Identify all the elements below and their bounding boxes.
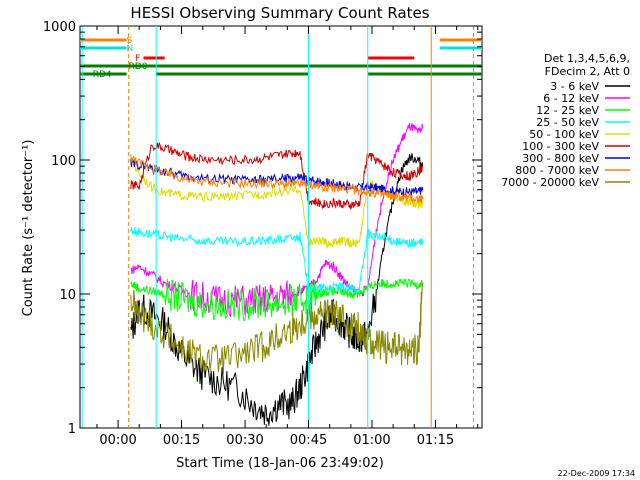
y-tick-label: 100 xyxy=(51,154,76,169)
legend-label: 3 - 6 keV xyxy=(550,80,599,93)
legend-label: 12 - 25 keV xyxy=(536,104,599,117)
x-axis-label: Start Time (18-Jan-06 23:49:02) xyxy=(176,456,384,471)
legend-label: 7000 - 20000 keV xyxy=(501,176,599,189)
legend-label: 50 - 100 keV xyxy=(529,128,599,141)
y-axis-label: Count Rate (s⁻¹ detector⁻¹) xyxy=(21,140,36,317)
legend-header: FDecim 2, Att 0 xyxy=(545,65,630,78)
legend-header: Det 1,3,4,5,6,9, xyxy=(544,52,630,65)
chart-title: HESSI Observing Summary Count Rates xyxy=(130,4,429,22)
x-tick-label: 01:15 xyxy=(417,433,454,448)
legend: Det 1,3,4,5,6,9,FDecim 2, Att 0 3 - 6 keV… xyxy=(501,52,630,189)
plot-frame xyxy=(79,25,483,429)
flag-label: RD4 xyxy=(93,70,112,80)
legend-label: 6 - 12 keV xyxy=(543,92,599,105)
flag-label: RD0 xyxy=(129,62,148,72)
y-tick-label: 1000 xyxy=(43,20,76,35)
x-tick-label: 00:45 xyxy=(290,433,327,448)
series-line xyxy=(130,122,424,318)
y-tick-label: 10 xyxy=(59,288,76,303)
legend-label: 25 - 50 keV xyxy=(536,116,599,129)
x-tick-label: 00:00 xyxy=(99,433,136,448)
flag-label: N xyxy=(127,44,134,54)
legend-label: 800 - 7000 keV xyxy=(515,164,599,177)
legend-label: 100 - 300 keV xyxy=(522,140,599,153)
flag-label: S xyxy=(127,36,133,46)
x-tick-label: 00:15 xyxy=(163,433,200,448)
x-tick-label: 00:30 xyxy=(226,433,263,448)
timestamp-footer: 22-Dec-2009 17:34 xyxy=(558,469,635,478)
flag-label: F xyxy=(135,54,140,64)
series-line xyxy=(130,157,424,250)
x-tick-label: 01:00 xyxy=(353,433,390,448)
y-tick-label: 1 xyxy=(68,422,76,437)
time-boundaries xyxy=(81,26,475,428)
legend-label: 300 - 800 keV xyxy=(522,152,599,165)
series-group xyxy=(130,122,424,426)
axes: 00:00 00:15 00:30 00:45 01:00 01:15 1 10 100 1000 xyxy=(43,20,482,448)
